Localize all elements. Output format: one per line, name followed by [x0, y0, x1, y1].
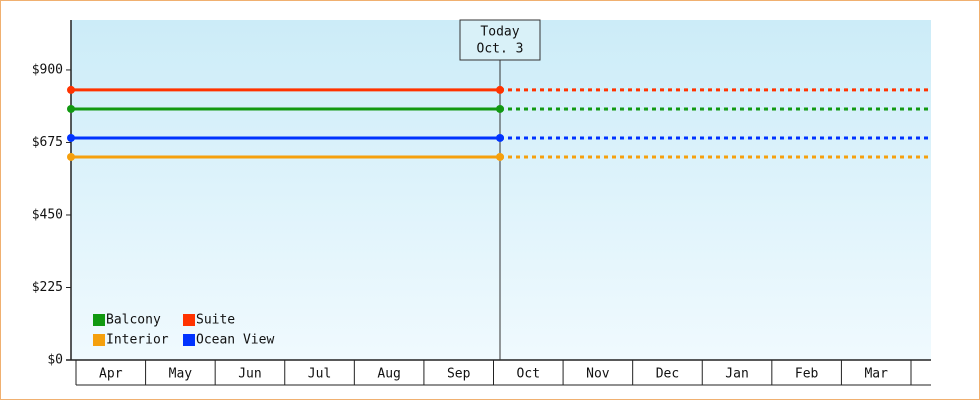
x-tick-label: Aug — [377, 367, 400, 382]
point — [496, 104, 504, 113]
x-tick-label: Dec — [656, 367, 679, 382]
legend-label: Suite — [196, 313, 235, 328]
plot-area — [71, 20, 931, 360]
y-tick-label: $675 — [32, 135, 63, 150]
x-tick-label: Sep — [447, 367, 471, 382]
x-tick-label: Apr — [99, 367, 123, 382]
legend-label: Balcony — [106, 313, 161, 328]
point — [67, 104, 75, 113]
legend-label: Interior — [106, 333, 169, 348]
annotation: Today — [480, 25, 519, 40]
x-tick-label: Nov — [586, 367, 610, 382]
x-tick-label: Jan — [725, 367, 748, 382]
annotation: Oct. 3 — [477, 42, 524, 57]
x-tick-label: Jul — [308, 367, 331, 382]
x-tick-label: Mar — [864, 367, 888, 382]
y-tick-label: $900 — [32, 62, 63, 77]
y-tick-label: $450 — [32, 207, 63, 222]
y-tick-label: $0 — [47, 353, 63, 368]
point — [67, 85, 75, 94]
legend-swatch — [183, 334, 195, 346]
y-tick-label: $225 — [32, 280, 63, 295]
legend-swatch — [93, 334, 105, 346]
legend-swatch — [93, 314, 105, 326]
annotation-box — [459, 19, 541, 61]
x-tick-label: Jun — [238, 367, 261, 382]
legend-swatch — [183, 314, 195, 326]
point — [496, 152, 504, 161]
point — [67, 152, 75, 161]
x-tick-label: Oct — [517, 367, 540, 382]
x-tick-label: Feb — [795, 367, 819, 382]
point — [496, 133, 504, 142]
point — [67, 133, 75, 142]
legend-label: Ocean View — [196, 333, 274, 348]
point — [496, 85, 504, 94]
x-tick-label: May — [169, 367, 193, 382]
